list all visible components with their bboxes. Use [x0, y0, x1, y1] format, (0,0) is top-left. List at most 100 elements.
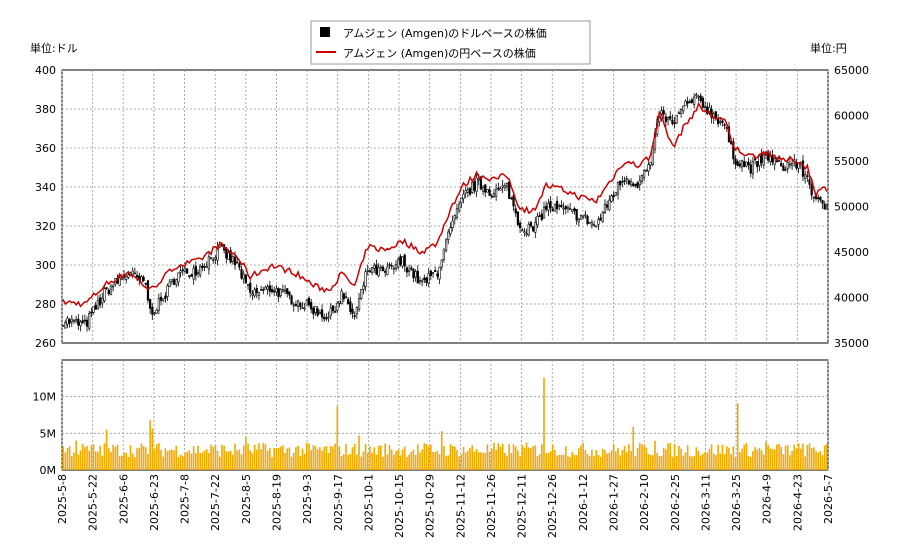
candle-body: [61, 325, 65, 327]
volume-bar: [813, 447, 815, 470]
candle-body: [231, 256, 234, 262]
volume-bar: [373, 447, 376, 470]
candle-body: [142, 276, 145, 281]
volume-bar: [564, 446, 567, 470]
x-tick-label: 2026-1-12: [577, 474, 590, 531]
volume-bar: [449, 444, 452, 470]
candle-body: [514, 208, 517, 214]
x-tick-label: 2025-8-19: [270, 474, 283, 531]
candle-body: [595, 225, 598, 228]
candle-body: [207, 256, 211, 270]
volume-bar: [519, 456, 521, 470]
candle-body: [149, 299, 152, 309]
volume-bar: [253, 444, 256, 470]
candle-body: [773, 158, 776, 166]
candle-body: [536, 216, 539, 226]
volume-bar: [275, 448, 278, 470]
candle-body: [66, 317, 69, 325]
candle-body: [634, 184, 637, 186]
volume-bar: [575, 455, 578, 470]
candle-body: [412, 268, 415, 279]
volume-bar: [360, 456, 363, 470]
candle-body: [582, 215, 585, 218]
volume-bar: [697, 451, 700, 470]
volume-bar: [247, 443, 249, 470]
volume-bar: [471, 445, 474, 470]
volume-bar: [295, 447, 297, 470]
candle-body: [780, 162, 783, 167]
volume-bar: [312, 445, 315, 470]
candle-body: [236, 261, 239, 264]
volume-bar: [107, 448, 110, 470]
volume-bar: [323, 446, 326, 470]
y-left-tick-label: 300: [35, 259, 56, 272]
candle-body: [94, 304, 97, 310]
candle-body: [331, 305, 335, 312]
candle-body: [817, 197, 820, 200]
candle-body: [194, 265, 197, 276]
candle-body: [734, 158, 737, 165]
candle-body: [153, 312, 156, 315]
volume-bar: [138, 447, 141, 470]
volume-bar: [608, 452, 611, 470]
volume-bar: [525, 442, 528, 470]
candle-body: [623, 180, 626, 182]
volume-bar: [769, 448, 772, 470]
volume-bar: [225, 451, 228, 470]
candle-body: [486, 189, 489, 193]
volume-bar: [682, 455, 685, 470]
volume-bar: [412, 449, 415, 470]
volume-bar: [460, 454, 463, 470]
volume-bar: [188, 450, 191, 470]
candle-body: [560, 204, 563, 208]
candle-body: [740, 160, 744, 168]
volume-bar: [131, 453, 134, 470]
candle-body: [112, 285, 115, 288]
volume-bar: [249, 450, 252, 470]
candle-body: [151, 307, 154, 315]
volume-bar: [699, 455, 702, 470]
price-plot-area: [61, 69, 829, 344]
volume-bar: [190, 453, 193, 470]
candle-body: [159, 296, 163, 301]
volume-bar: [582, 442, 585, 470]
volume-bar: [477, 452, 480, 470]
candle-body: [68, 319, 71, 324]
volume-bar: [181, 456, 184, 470]
volume-bar: [554, 450, 556, 470]
volume-bar: [495, 449, 497, 470]
legend-swatch-usd: [320, 27, 330, 37]
candle-body: [788, 163, 792, 166]
candle-body: [83, 319, 86, 322]
volume-bar: [308, 443, 310, 470]
volume-bar: [723, 454, 726, 470]
candle-body: [625, 178, 628, 180]
candle-body: [627, 180, 630, 185]
candle-body: [410, 267, 413, 270]
volume-bar: [218, 456, 221, 470]
candle-body: [135, 274, 139, 278]
volume-bar: [597, 454, 600, 470]
candle-body: [205, 266, 208, 268]
volume-bar: [199, 453, 202, 470]
legend-label-usd: アムジェン (Amgen)のドルベースの株価: [343, 26, 547, 40]
candle-body: [92, 306, 95, 313]
volume-bar: [171, 449, 173, 470]
candle-body: [614, 191, 617, 196]
candle-body: [307, 297, 311, 306]
candle-body: [603, 203, 607, 214]
volume-bar: [601, 448, 604, 470]
candle-body: [782, 165, 785, 171]
volume-bar: [558, 454, 561, 470]
candle-body: [125, 275, 128, 280]
candle-body: [547, 203, 550, 211]
candle-body: [366, 270, 369, 272]
x-tick-label: 2025-9-3: [301, 474, 314, 524]
volume-bar: [823, 445, 826, 470]
candle-body: [688, 101, 691, 103]
candle-body: [510, 197, 513, 200]
candle-body: [316, 308, 319, 316]
legend-label-jpy: アムジェン (Amgen)の円ベースの株価: [343, 46, 536, 60]
candle-body: [264, 286, 267, 290]
volume-bar: [338, 446, 341, 470]
